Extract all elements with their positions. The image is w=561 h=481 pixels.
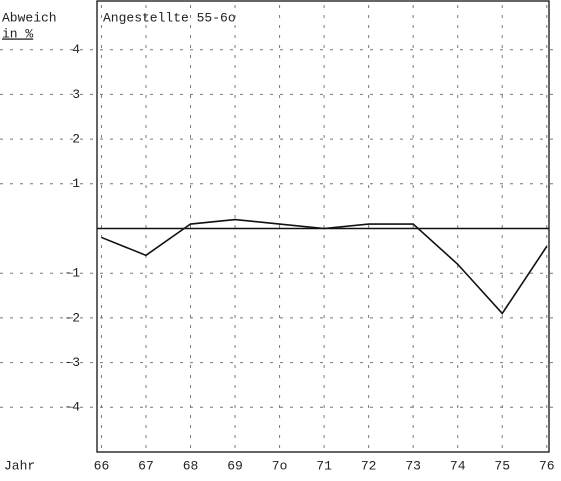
- plot-frame: [96, 0, 550, 453]
- y-tick-label: -3: [64, 355, 80, 370]
- y-tick-label: -2: [64, 310, 80, 325]
- y-tick-label: -4: [64, 400, 80, 415]
- y-tick-label: 1: [72, 176, 80, 191]
- y-tick-label: 2: [72, 132, 80, 147]
- x-tick-label: 67: [138, 458, 154, 473]
- x-tick-label: 68: [183, 458, 199, 473]
- x-tick-label: 71: [316, 458, 332, 473]
- x-tick-label: 7o: [272, 458, 288, 473]
- y-tick-label: -1: [64, 266, 80, 281]
- x-axis-label: Jahr: [4, 458, 35, 473]
- x-tick-label: 76: [539, 458, 555, 473]
- data-line: [101, 218, 548, 315]
- y-axis-label: in %: [2, 26, 33, 41]
- x-tick-label: 66: [94, 458, 110, 473]
- chart-title: Angestellte 55-6o: [103, 10, 236, 25]
- x-tick-label: 74: [450, 458, 466, 473]
- y-axis-label: Abweich: [2, 10, 57, 25]
- y-tick-label: 4: [72, 42, 80, 57]
- x-tick-label: 75: [494, 458, 510, 473]
- y-tick-label: 3: [72, 87, 80, 102]
- x-tick-label: 72: [361, 458, 377, 473]
- x-tick-label: 73: [405, 458, 421, 473]
- x-tick-label: 69: [227, 458, 243, 473]
